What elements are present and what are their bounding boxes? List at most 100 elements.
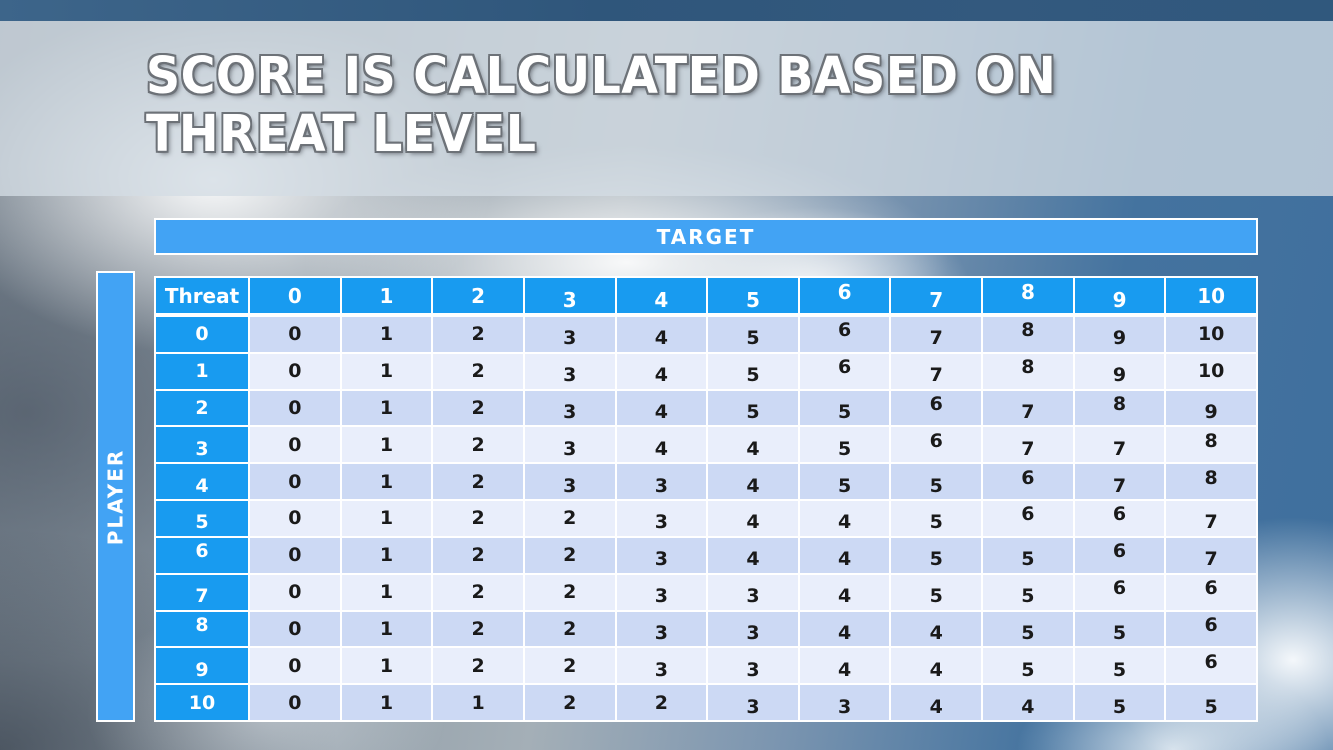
score-cell: 1 bbox=[341, 353, 432, 389]
cell-value: 2 bbox=[471, 360, 485, 383]
table-row: 8 0 1 2 2 3 3 4 4 5 5 6 bbox=[156, 611, 1256, 647]
column-header-cell: 0 bbox=[250, 278, 340, 313]
score-cell: 4 bbox=[983, 685, 1073, 720]
cell-value: 1 bbox=[195, 360, 209, 383]
cell-value: 0 bbox=[288, 433, 302, 456]
cell-value: 5 bbox=[1112, 621, 1127, 644]
score-cell: 5 bbox=[708, 390, 798, 426]
cell-value: 5 bbox=[746, 401, 760, 424]
score-cell: 7 bbox=[1166, 537, 1256, 573]
cell-value: 9 bbox=[1112, 287, 1127, 312]
score-cell: 5 bbox=[708, 353, 798, 389]
cell-value: 1 bbox=[379, 283, 394, 308]
score-cell: 4 bbox=[708, 464, 798, 500]
cell-value: 3 bbox=[563, 401, 577, 424]
cell-value: 0 bbox=[288, 544, 302, 567]
cell-value: 3 bbox=[563, 437, 577, 460]
score-cell: 3 bbox=[616, 611, 707, 647]
row-header-cell: 2 bbox=[156, 390, 248, 426]
slide-title: SCORE IS CALCULATED BASED ON THREAT LEVE… bbox=[146, 48, 1056, 163]
cell-value: 6 bbox=[838, 319, 852, 342]
score-cell: 0 bbox=[250, 427, 340, 463]
cell-value: 3 bbox=[654, 621, 668, 644]
cell-value: 2 bbox=[563, 654, 577, 677]
score-cell: 3 bbox=[708, 648, 798, 684]
cell-value: 6 bbox=[929, 393, 943, 416]
score-cell: 10 bbox=[1166, 353, 1256, 389]
score-cell: 2 bbox=[433, 353, 523, 389]
score-cell: 5 bbox=[891, 501, 982, 536]
cell-value: 4 bbox=[746, 548, 760, 571]
cell-value: 4 bbox=[929, 658, 943, 681]
cell-value: 9 bbox=[1112, 364, 1127, 387]
cell-value: Threat bbox=[164, 283, 240, 308]
cell-value: 5 bbox=[929, 585, 943, 608]
cell-value: 5 bbox=[929, 511, 943, 534]
cell-value: 6 bbox=[1021, 503, 1035, 526]
row-header-cell: 1 bbox=[156, 353, 248, 389]
score-cell: 2 bbox=[524, 537, 615, 573]
score-cell: 4 bbox=[799, 501, 890, 536]
score-cell: 0 bbox=[250, 574, 340, 610]
score-cell: 4 bbox=[708, 427, 798, 463]
column-header-cell: 7 bbox=[891, 278, 982, 313]
score-cell: 8 bbox=[1166, 427, 1256, 463]
cell-value: 10 bbox=[188, 691, 216, 714]
cell-value: 7 bbox=[195, 585, 209, 608]
score-cell: 2 bbox=[524, 648, 615, 684]
score-cell: 1 bbox=[341, 317, 432, 352]
cell-value: 9 bbox=[195, 658, 209, 681]
table-row: 5 0 1 2 2 3 4 4 5 6 6 7 bbox=[156, 501, 1256, 536]
score-cell: 0 bbox=[250, 464, 340, 500]
cell-value: 6 bbox=[838, 356, 852, 379]
score-cell: 3 bbox=[616, 648, 707, 684]
score-cell: 8 bbox=[1166, 464, 1256, 500]
score-cell: 2 bbox=[433, 464, 523, 500]
cell-value: 5 bbox=[195, 511, 209, 534]
cell-value: 5 bbox=[1021, 585, 1035, 608]
cell-value: 4 bbox=[654, 401, 668, 424]
score-cell: 2 bbox=[524, 574, 615, 610]
score-cell: 1 bbox=[341, 464, 432, 500]
cell-value: 8 bbox=[1021, 319, 1035, 342]
score-cell: 3 bbox=[616, 537, 707, 573]
cell-value: 3 bbox=[838, 695, 852, 718]
score-cell: 1 bbox=[341, 427, 432, 463]
score-cell: 2 bbox=[524, 501, 615, 536]
cell-value: 8 bbox=[1021, 356, 1035, 379]
cell-value: 10 bbox=[1197, 323, 1225, 346]
cell-value: 4 bbox=[838, 658, 852, 681]
cell-value: 9 bbox=[1204, 401, 1218, 424]
score-cell: 5 bbox=[983, 648, 1073, 684]
score-cell: 7 bbox=[983, 427, 1073, 463]
column-header-cell: 3 bbox=[524, 278, 615, 313]
score-cell: 3 bbox=[708, 574, 798, 610]
cell-value: 6 bbox=[195, 540, 209, 563]
score-cell: 1 bbox=[341, 501, 432, 536]
score-cell: 5 bbox=[891, 464, 982, 500]
score-cell: 4 bbox=[891, 611, 982, 647]
score-cell: 2 bbox=[433, 427, 523, 463]
cell-value: 2 bbox=[471, 617, 485, 640]
cell-value: 5 bbox=[746, 327, 760, 350]
table-row: 9 0 1 2 2 3 3 4 4 5 5 6 bbox=[156, 648, 1256, 684]
cell-value: 2 bbox=[471, 323, 485, 346]
cell-value: 2 bbox=[563, 691, 577, 714]
score-cell: 4 bbox=[616, 427, 707, 463]
score-cell: 4 bbox=[799, 537, 890, 573]
score-cell: 5 bbox=[1074, 685, 1165, 720]
cell-value: 5 bbox=[1021, 621, 1035, 644]
cell-value: 1 bbox=[379, 691, 394, 714]
cell-value: 2 bbox=[471, 283, 486, 308]
score-cell: 1 bbox=[433, 685, 523, 720]
table-row: 6 0 1 2 2 3 4 4 5 5 6 7 bbox=[156, 537, 1256, 573]
score-cell: 9 bbox=[1074, 353, 1165, 389]
cell-value: 1 bbox=[379, 581, 394, 604]
cell-value: 0 bbox=[288, 581, 302, 604]
score-cell: 4 bbox=[799, 611, 890, 647]
row-header-cell: 4 bbox=[156, 464, 248, 500]
cell-value: 4 bbox=[1021, 695, 1035, 718]
score-cell: 2 bbox=[433, 537, 523, 573]
row-header-cell: 7 bbox=[156, 574, 248, 610]
score-cell: 5 bbox=[983, 611, 1073, 647]
